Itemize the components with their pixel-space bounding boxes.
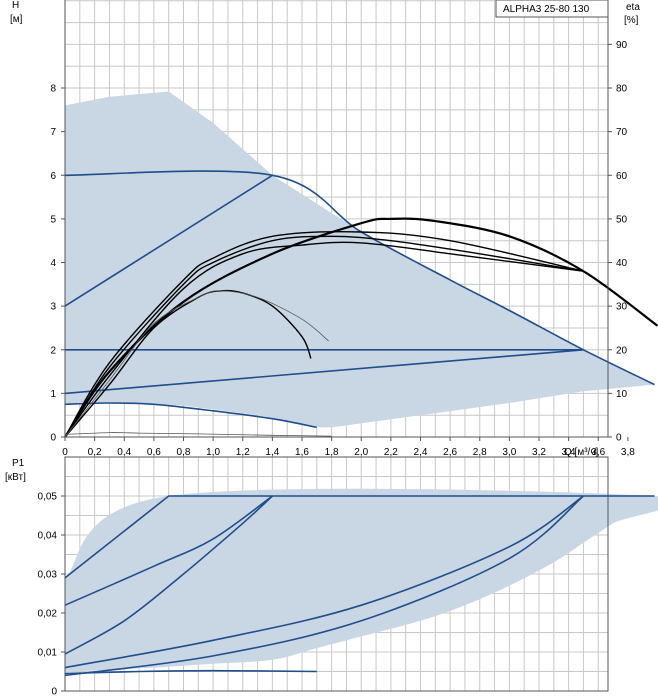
y-tick-label: 2 (50, 345, 56, 356)
head-curve-proportional-low (64, 349, 584, 395)
y-tick-label: 1 (50, 389, 56, 400)
y2-tick-label: 20 (616, 345, 628, 356)
x-tick-label: 0 (62, 447, 68, 458)
y2-tick-label: 80 (616, 84, 628, 95)
y-axis-unit-head: [м] (10, 14, 23, 25)
power-curve-p-cp6 (64, 495, 273, 606)
y-tick-label: 0 (51, 687, 57, 698)
y-tick-label: 0 (50, 433, 56, 444)
y2-tick-label: 90 (616, 40, 628, 51)
y-tick-label: 7 (50, 127, 56, 138)
power-curve-p-prop-low (64, 495, 584, 677)
power-range-area (65, 488, 658, 673)
x-tick-label: 2,2 (384, 447, 398, 458)
y2-axis-unit-eta: [%] (624, 15, 639, 26)
x-tick-label: 2,4 (414, 447, 428, 458)
x-tick-label: 1,4 (265, 447, 279, 458)
x-tick-label: 3,2 (532, 447, 546, 458)
power-curve-p-cp2 (64, 495, 584, 669)
power-curve-p-max (64, 495, 655, 579)
eta-curve-eta-min (64, 432, 332, 437)
x-tick-label: 1,8 (325, 447, 339, 458)
operating-range-area (65, 91, 655, 428)
chart-title: ALPHA3 25-80 130 (503, 4, 590, 15)
x-tick-label: 0,6 (147, 447, 161, 458)
power-plot: 0 0,01 0,02 0,03 0,04 0,05 (38, 456, 658, 698)
y2-tick-label: 10 (616, 389, 628, 400)
y-axis-unit-power: [кВт] (5, 472, 26, 483)
head-curve-constant-pressure-6m (64, 170, 655, 386)
eta-curve-eta-cp6-upper (64, 235, 584, 438)
y2-axis-name-eta: eta (626, 2, 640, 13)
y-tick-label: 0,03 (38, 570, 58, 581)
x-tick-label: 1,2 (236, 447, 250, 458)
x-tick-label: 1,0 (206, 447, 220, 458)
y2-tick-label: 50 (616, 214, 628, 225)
y-tick-label: 0,05 (38, 492, 58, 503)
x-tick-label: 0,4 (117, 447, 131, 458)
y-tick-label: 8 (50, 84, 56, 95)
power-curve-p-prop-high (64, 495, 273, 655)
x-tick-label: 1,6 (295, 447, 309, 458)
x-tick-label: 0,8 (177, 447, 191, 458)
y2-tick-label: 60 (616, 171, 628, 182)
x-tick-label: 2,8 (473, 447, 487, 458)
eta-curve-eta-prop (64, 241, 584, 438)
x-tick-label: 3,4 (562, 447, 576, 458)
x-tick-label: 3,0 (502, 447, 516, 458)
y2-tick-label: 70 (616, 127, 628, 138)
x-tick-label: 2,6 (443, 447, 457, 458)
chart-title-box (495, 0, 609, 18)
x-tick-label: 2,0 (354, 447, 368, 458)
y2-tick-label: 0 (616, 433, 622, 444)
x-axis-label: Q [м³/ч] (564, 447, 599, 458)
x-tick-label: 3,6 (591, 447, 605, 458)
y-tick-label: 3 (50, 302, 56, 313)
y2-tick-label: 40 (616, 258, 628, 269)
y-tick-label: 6 (50, 171, 56, 182)
x-tick-label: 3,8 (621, 447, 635, 458)
x-tick-label: 0,2 (88, 447, 102, 458)
head-curve-min-curve (64, 402, 317, 429)
y-tick-label: 0,04 (38, 531, 58, 542)
y-tick-label: 4 (50, 258, 56, 269)
y2-tick-label: 30 (616, 302, 628, 313)
y-axis-name-power: P1 (12, 458, 25, 469)
y-tick-label: 0,02 (38, 609, 58, 620)
eta-curve-eta-cp6-lower (64, 231, 584, 438)
power-curve-p-min (64, 669, 317, 675)
y-axis-name-head: H (12, 0, 19, 11)
head-curve-proportional-high (64, 174, 273, 307)
eta-curve-eta-cp2-alt (64, 290, 329, 438)
y-tick-label: 5 (50, 214, 56, 225)
y-tick-label: 0,01 (38, 648, 58, 659)
